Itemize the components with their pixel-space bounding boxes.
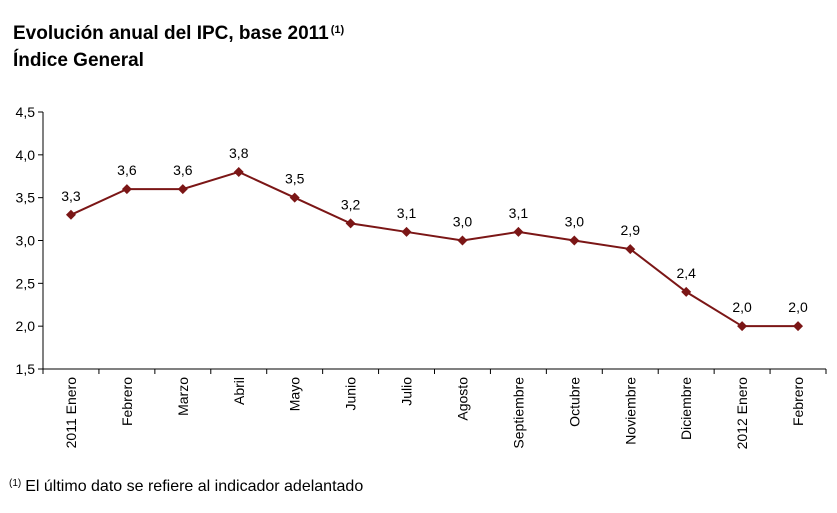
y-tick-label: 3,0	[16, 233, 36, 249]
data-point-marker	[401, 226, 412, 237]
data-point-marker	[289, 192, 300, 203]
x-tick-label: Julio	[399, 377, 415, 406]
x-tick-label: Octubre	[566, 377, 582, 427]
y-tick-label: 4,5	[16, 104, 36, 120]
y-tick-label: 2,0	[16, 318, 36, 334]
x-tick-label: Noviembre	[622, 377, 638, 445]
data-label: 2,4	[676, 265, 696, 281]
x-tick-label: Septiembre	[510, 377, 526, 449]
y-tick-label: 4,0	[16, 147, 36, 163]
x-tick-label: Mayo	[287, 377, 303, 411]
series-ipc	[65, 166, 804, 332]
x-tick-label: Diciembre	[678, 377, 694, 440]
data-point-marker	[569, 235, 580, 246]
data-label: 3,3	[61, 188, 81, 204]
data-point-marker	[625, 244, 636, 255]
title-line-1: Evolución anual del IPC, base 2011 (1)	[13, 20, 344, 47]
data-label: 2,0	[732, 299, 752, 315]
data-label: 3,6	[117, 162, 137, 178]
data-point-marker	[121, 184, 132, 195]
x-axis-ticks: 2011 Enero Febrero Marzo Abril Mayo Junio Juli…	[42, 369, 827, 450]
data-point-marker	[793, 321, 804, 332]
footnote-text: El último dato se refiere al indicador a…	[25, 478, 364, 495]
x-tick-label: Abril	[231, 377, 247, 405]
data-label: 3,1	[509, 205, 529, 221]
data-point-marker	[681, 286, 692, 297]
data-label: 3,2	[341, 196, 361, 212]
x-tick-label: Febrero	[790, 377, 806, 426]
x-tick-label: Junio	[343, 377, 359, 411]
x-tick-label: Agosto	[454, 377, 470, 421]
x-tick-label: 2012 Enero	[734, 377, 750, 450]
data-point-marker	[513, 226, 524, 237]
data-label: 3,5	[285, 171, 305, 187]
title-note-ref: (1)	[330, 24, 345, 36]
title-line-2: Índice General	[13, 50, 144, 71]
y-tick-label: 2,5	[16, 275, 36, 291]
data-label: 2,0	[788, 299, 808, 315]
data-point-marker	[457, 235, 468, 246]
data-label: 3,8	[229, 145, 249, 161]
data-point-marker	[737, 321, 748, 332]
y-tick-label: 3,5	[16, 190, 36, 206]
data-point-marker	[345, 218, 356, 229]
data-point-marker	[65, 209, 76, 220]
data-label: 3,0	[565, 214, 585, 230]
axes	[42, 112, 826, 370]
data-labels: 3,3 3,6 3,6 3,8 3,5 3,2 3,1 3,0 3,1 3,0 2,9 2,4 2,0 2…	[61, 145, 808, 315]
data-point-marker	[177, 184, 188, 195]
x-tick-label: Febrero	[119, 377, 135, 426]
x-tick-label: Marzo	[175, 377, 191, 416]
data-label: 3,0	[453, 214, 473, 230]
x-tick-label: 2011 Enero	[63, 377, 79, 449]
y-tick-label: 1,5	[16, 361, 36, 377]
data-label: 3,1	[397, 205, 417, 221]
chart-title: Evolución anual del IPC, base 2011 (1) Ín…	[13, 20, 344, 74]
data-label: 3,6	[173, 162, 193, 178]
footnote-ref: (1)	[9, 478, 22, 489]
y-axis-ticks: 1,5 2,0 2,5 3,0 3,5 4,0 4,5	[16, 104, 43, 377]
title-text: Evolución anual del IPC, base 2011	[13, 23, 329, 44]
data-label: 2,9	[621, 222, 641, 238]
series-line	[70, 170, 799, 328]
data-point-marker	[233, 166, 244, 177]
footnote: (1) El último dato se refiere al indicado…	[9, 476, 363, 498]
